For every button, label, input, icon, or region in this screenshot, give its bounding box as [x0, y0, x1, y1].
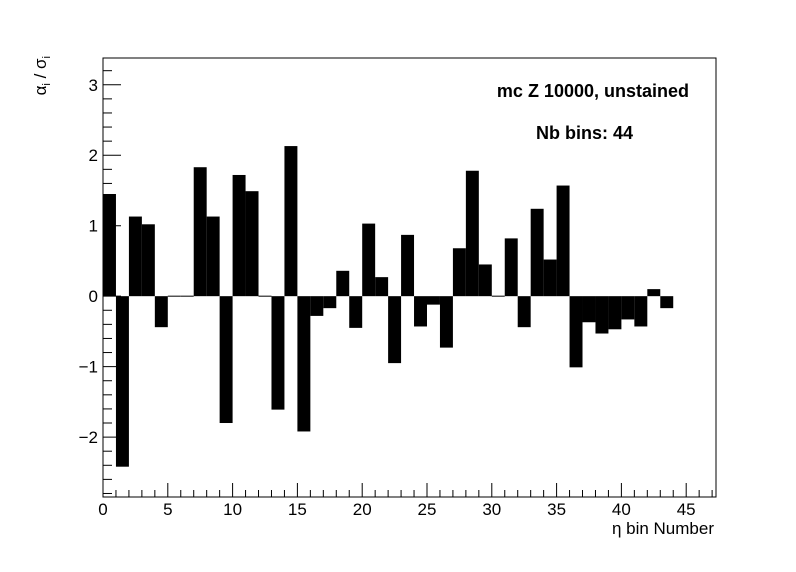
y-axis-title-sub-i: i	[41, 83, 53, 85]
x-tick-label-5: 5	[163, 500, 172, 519]
bar-series	[103, 146, 674, 467]
bar-bin-6	[180, 295, 194, 297]
bar-bin-31	[504, 238, 518, 297]
bar-bin-3	[141, 224, 155, 297]
bar-bin-23	[401, 234, 415, 297]
bar-bin-19	[349, 296, 363, 328]
bar-bin-9	[219, 296, 233, 424]
axes	[102, 57, 717, 498]
y-tick-label-4: 2	[89, 146, 98, 165]
bar-bin-7	[193, 167, 207, 297]
bar-bin-30	[491, 295, 505, 297]
y-tick-label-2: 0	[89, 287, 98, 306]
bar-bin-4	[154, 296, 168, 328]
bar-bin-21	[375, 277, 389, 297]
x-tick-label-35: 35	[547, 500, 566, 519]
y-tick-label-0: −2	[79, 428, 98, 447]
x-axis-title: η bin Number	[612, 519, 714, 538]
y-axis-ticks: −2 −1 0 1 2 3	[79, 70, 121, 494]
x-tick-label-25: 25	[418, 500, 437, 519]
bar-bin-17	[323, 296, 337, 309]
bar-bin-8	[206, 216, 220, 297]
bar-bin-40	[621, 296, 635, 320]
y-axis-title-alpha: α	[31, 85, 50, 95]
bar-bin-0	[103, 193, 116, 297]
annotation-sample: mc Z 10000, unstained	[497, 81, 689, 101]
bar-bin-37	[582, 296, 596, 323]
bar-bin-18	[336, 270, 350, 297]
bar-bin-25	[426, 296, 440, 305]
y-tick-label-3: 1	[89, 217, 98, 236]
bar-bin-26	[439, 296, 453, 348]
bar-bin-14	[284, 146, 298, 297]
bar-bin-35	[556, 185, 570, 297]
bar-bin-13	[271, 296, 285, 410]
y-tick-label-1: −1	[79, 358, 98, 377]
bar-bin-36	[569, 296, 583, 368]
bar-bin-42	[647, 289, 661, 297]
y-axis-title: αi / σi	[31, 56, 53, 95]
x-tick-label-45: 45	[677, 500, 696, 519]
bar-bin-2	[128, 216, 142, 297]
bar-bin-43	[660, 296, 674, 309]
bar-bin-12	[258, 295, 272, 297]
y-tick-label-5: 3	[89, 76, 98, 95]
bar-bin-39	[608, 296, 622, 330]
x-tick-label-10: 10	[223, 500, 242, 519]
x-tick-label-30: 30	[482, 500, 501, 519]
bar-bin-20	[362, 223, 376, 297]
plot-frame	[102, 57, 717, 498]
bar-bin-41	[634, 296, 648, 327]
bar-bin-34	[543, 259, 557, 297]
bar-bin-11	[245, 191, 259, 297]
bar-bin-15	[297, 296, 311, 432]
bar-bin-24	[414, 296, 427, 327]
bar-bin-1	[115, 296, 129, 467]
y-axis-title-sub-i2: i	[41, 56, 53, 58]
y-axis-title-sigma: / σ	[31, 58, 50, 83]
x-axis-ticks: 0 5 10 15 20 25 30 35 40 45	[98, 483, 713, 519]
x-tick-label-0: 0	[98, 500, 107, 519]
bar-bin-38	[595, 296, 609, 334]
bar-bin-33	[530, 208, 544, 297]
bar-bin-10	[232, 174, 246, 297]
bar-bin-29	[478, 264, 492, 297]
bar-bin-16	[310, 296, 324, 316]
x-tick-label-20: 20	[353, 500, 372, 519]
bar-bin-28	[465, 170, 479, 297]
annotation-bins: Nb bins: 44	[536, 123, 633, 143]
bar-bin-27	[452, 248, 466, 297]
x-tick-label-40: 40	[612, 500, 631, 519]
bar-bin-32	[517, 296, 531, 328]
bar-bin-5	[167, 295, 181, 297]
x-tick-label-15: 15	[288, 500, 307, 519]
bar-bin-22	[388, 296, 402, 364]
